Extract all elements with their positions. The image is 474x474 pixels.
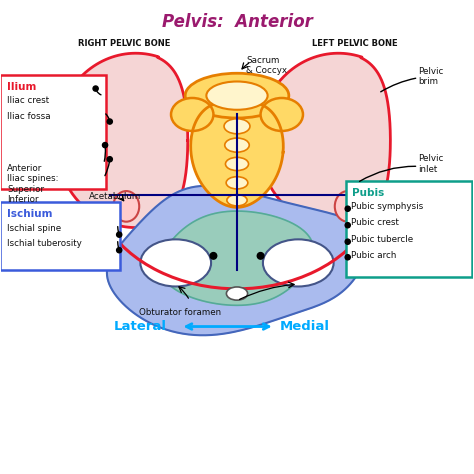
Circle shape	[345, 206, 350, 211]
Text: Ischial spine: Ischial spine	[7, 224, 61, 233]
Polygon shape	[55, 53, 188, 228]
Ellipse shape	[206, 82, 268, 110]
Ellipse shape	[224, 118, 250, 134]
Text: Pelvis:  Anterior: Pelvis: Anterior	[162, 13, 312, 31]
Text: Acetabulum: Acetabulum	[89, 192, 141, 201]
Ellipse shape	[261, 98, 303, 131]
Circle shape	[102, 143, 108, 148]
Ellipse shape	[335, 191, 361, 222]
Ellipse shape	[225, 138, 249, 152]
Text: Ischial tuberosity: Ischial tuberosity	[7, 239, 82, 248]
Text: Iliac crest: Iliac crest	[7, 96, 49, 105]
Ellipse shape	[227, 195, 247, 206]
Circle shape	[345, 239, 350, 244]
Ellipse shape	[263, 239, 334, 286]
Circle shape	[345, 223, 350, 228]
Text: LEFT PELVIC BONE: LEFT PELVIC BONE	[312, 39, 398, 48]
Text: Pelvic
inlet: Pelvic inlet	[419, 154, 444, 173]
Circle shape	[107, 156, 112, 162]
Ellipse shape	[140, 239, 211, 286]
Polygon shape	[107, 186, 367, 335]
Text: Obturator foramen: Obturator foramen	[139, 308, 221, 317]
Text: Ischium: Ischium	[7, 209, 53, 219]
Text: Pubic crest: Pubic crest	[351, 218, 399, 227]
FancyBboxPatch shape	[0, 75, 106, 190]
Ellipse shape	[113, 191, 139, 222]
Circle shape	[117, 232, 122, 237]
Polygon shape	[160, 211, 314, 305]
Polygon shape	[258, 53, 391, 228]
Text: Lateral: Lateral	[113, 320, 166, 333]
Text: Iliac fossa: Iliac fossa	[7, 112, 51, 121]
Text: Pubis: Pubis	[353, 188, 385, 198]
Ellipse shape	[226, 157, 248, 171]
Circle shape	[210, 253, 217, 259]
Text: Pubic arch: Pubic arch	[351, 251, 396, 260]
Circle shape	[93, 86, 98, 91]
FancyBboxPatch shape	[346, 181, 472, 277]
Ellipse shape	[226, 177, 248, 189]
Circle shape	[257, 253, 264, 259]
Circle shape	[345, 255, 350, 260]
Text: Pelvic
brim: Pelvic brim	[419, 67, 444, 86]
Ellipse shape	[227, 287, 247, 300]
Text: RIGHT PELVIC BONE: RIGHT PELVIC BONE	[78, 39, 170, 48]
Polygon shape	[191, 103, 283, 207]
Ellipse shape	[171, 98, 213, 131]
Text: Ilium: Ilium	[7, 82, 36, 92]
FancyBboxPatch shape	[0, 202, 119, 270]
Text: Medial: Medial	[279, 320, 329, 333]
Ellipse shape	[185, 73, 289, 118]
Text: Sacrum
& Coccyx: Sacrum & Coccyx	[246, 55, 287, 75]
Text: Pubic tubercle: Pubic tubercle	[351, 235, 413, 244]
Circle shape	[107, 119, 112, 124]
Text: Anterior
Iliac spines:
Superior
Inferior: Anterior Iliac spines: Superior Inferior	[7, 164, 59, 204]
Circle shape	[117, 247, 122, 253]
Text: Pubic symphysis: Pubic symphysis	[351, 201, 423, 210]
